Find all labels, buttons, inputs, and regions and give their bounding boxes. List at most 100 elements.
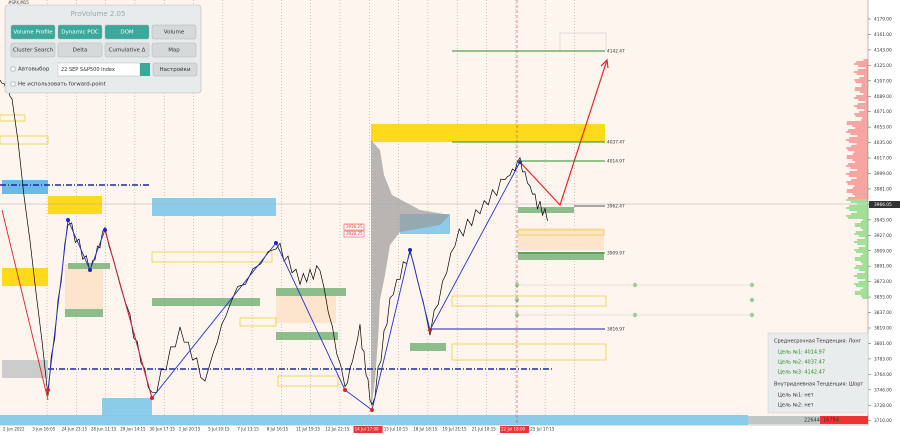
zone	[102, 398, 152, 416]
price-label: 3891.00	[874, 264, 892, 270]
price-label: 3945.00	[874, 217, 892, 223]
price-label: 3710.00	[874, 418, 892, 424]
zone-outline	[239, 317, 277, 327]
zone	[276, 293, 336, 323]
info-target: Цель №2: нет	[778, 403, 814, 409]
price-label: 4179.00	[874, 17, 892, 23]
info-box	[767, 332, 869, 414]
panel-button-label: Dynamic POC	[61, 30, 99, 36]
info-target: Цель №3: 4142.47	[778, 370, 825, 376]
volume-buy-label: 22644	[804, 418, 820, 424]
price-label: 4071.00	[874, 109, 892, 115]
zone	[518, 252, 604, 260]
zone	[0, 415, 748, 425]
time-label: 19 Jul 21:15	[443, 427, 467, 432]
level-label: 4037.47	[607, 140, 625, 146]
time-label: 25 Jul 17:15	[530, 427, 554, 432]
level-label: 3962.47	[607, 204, 625, 210]
forecast-line	[600, 58, 609, 69]
level-label: 4142.47	[607, 49, 625, 55]
zone-outline	[451, 295, 607, 307]
symbol: #SPX,M15	[8, 0, 29, 5]
wave-point	[408, 248, 412, 252]
price-label: 3999.00	[874, 171, 892, 177]
zone	[2, 268, 48, 286]
info-target: Цель №1: 4014.97	[778, 350, 825, 356]
price-label: 3873.00	[874, 279, 892, 285]
axis-bg	[868, 0, 900, 435]
time-label: 11 Jul 19:15	[296, 427, 320, 432]
wave-point	[103, 228, 107, 232]
dropdown[interactable]	[140, 63, 150, 76]
time-label: 22 Jul 18:00	[501, 427, 525, 432]
time-label: 2 Jun 2022	[3, 427, 25, 432]
volume-sell	[820, 416, 868, 424]
panel-button[interactable]	[10, 42, 56, 58]
instrument: 22 SEP S&P500 Index	[61, 67, 115, 73]
price-label: 3783.00	[874, 356, 892, 362]
panel-button[interactable]	[57, 42, 103, 58]
time-label: 18 Jul 18:15	[413, 427, 437, 432]
current-price: 3966.05	[874, 202, 892, 208]
time-label: 3 Jun 16:05	[32, 427, 55, 432]
price-label: 3819.00	[874, 326, 892, 332]
zone	[152, 298, 260, 306]
zone	[152, 198, 276, 216]
info-title: Внутридневная Тенденция: Шорт	[774, 382, 863, 388]
price-label: 3728.00	[874, 403, 892, 409]
panel-button-label: Cluster Search	[13, 48, 54, 54]
panel: ProVolume 2.05 Volume Profile Dynamic POC D…	[4, 4, 202, 94]
volume-buy	[748, 416, 820, 424]
settings-label: Настройки	[159, 66, 190, 73]
price-label: 3855.00	[874, 295, 892, 301]
price-label: 3746.00	[874, 387, 892, 393]
zone-outline	[517, 229, 605, 236]
panel-button[interactable]	[151, 24, 197, 40]
marker-label: 3936.25	[346, 224, 363, 229]
panel-button[interactable]	[10, 24, 56, 40]
time-label: 30 Jun 17:15	[150, 427, 176, 432]
level-label: 4014.97	[607, 159, 625, 165]
level-label: 3909.97	[607, 251, 625, 257]
time-label: 24 Jun 23:15	[62, 427, 88, 432]
time-label: 12 Jul 22:15	[325, 427, 349, 432]
dot	[749, 297, 755, 303]
panel-button[interactable]	[151, 42, 197, 58]
settings-button[interactable]	[152, 62, 198, 77]
current-price-box	[869, 201, 900, 208]
zone-outline	[0, 135, 49, 145]
zone-outline	[0, 114, 26, 122]
time-label: 8 Jul 16:15	[267, 427, 289, 432]
info-target: Цель №2: 4037.47	[778, 360, 825, 366]
checkbox[interactable]	[10, 66, 16, 72]
zone	[2, 360, 48, 378]
panel-button-label: Map	[168, 48, 180, 54]
checkbox[interactable]	[10, 81, 16, 87]
price-label: 4161.00	[874, 32, 892, 38]
price-label: 3801.00	[874, 341, 892, 347]
zone	[410, 343, 446, 351]
price-label: 3764.00	[874, 372, 892, 378]
panel-button[interactable]	[104, 24, 150, 40]
price-line	[0, 79, 548, 406]
wave-point	[343, 388, 347, 392]
price-label: 4125.00	[874, 63, 892, 69]
time-label: 29 Jun 14:15	[120, 427, 146, 432]
panel-button[interactable]	[57, 24, 103, 40]
panel-button[interactable]	[104, 42, 150, 58]
wave-line	[1, 209, 49, 401]
zone	[2, 180, 48, 194]
time-label: 28 Jun 11:15	[91, 427, 117, 432]
volume-profile	[371, 140, 450, 410]
price-label: 4143.00	[874, 47, 892, 53]
panel-button-label: Volume	[164, 30, 185, 36]
panel-button-label: Cumulative Δ	[109, 48, 146, 54]
forecast-line	[519, 59, 608, 207]
wave-point	[46, 388, 50, 392]
zone	[276, 288, 346, 296]
wave-point	[66, 218, 70, 222]
zone	[65, 309, 103, 317]
panel-button-label: Volume Profile	[13, 30, 53, 36]
time-label: 14 Jul 17:00	[355, 427, 379, 432]
